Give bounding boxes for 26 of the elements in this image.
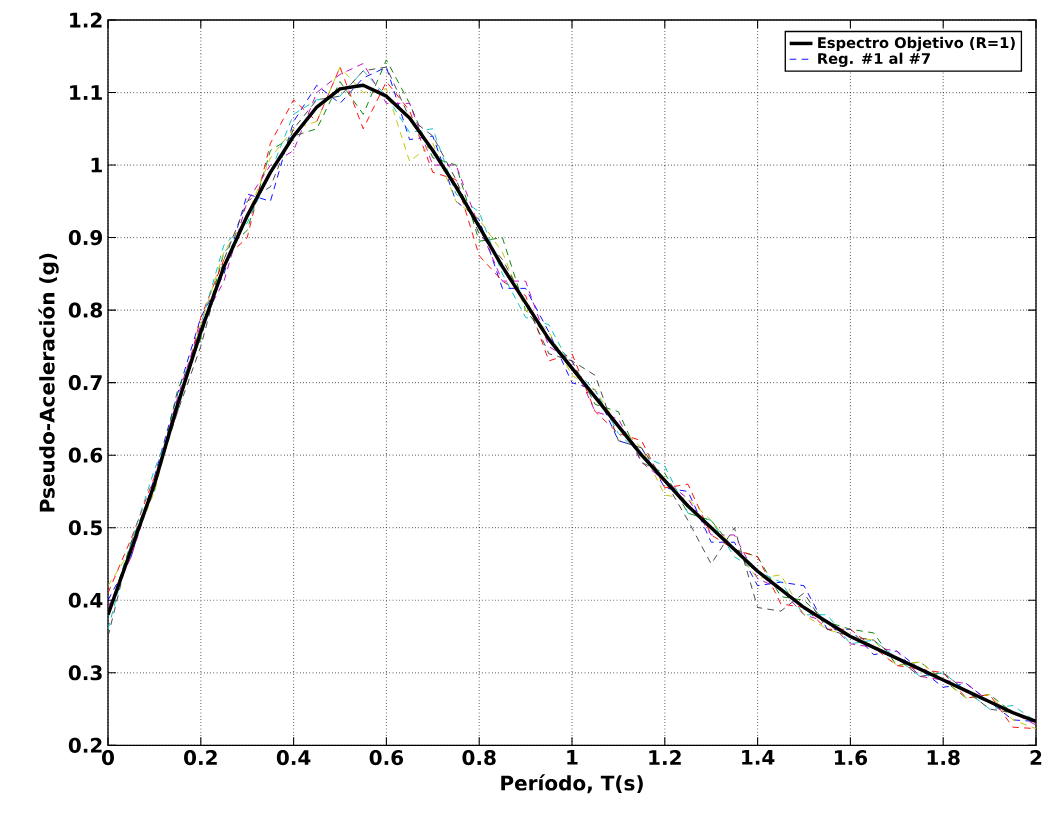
y-tick-label: 0.8 bbox=[68, 302, 103, 318]
x-tick-label: 0.2 bbox=[184, 750, 217, 766]
y-tick-label: 0.2 bbox=[68, 737, 102, 753]
x-tick-label: 1.2 bbox=[649, 750, 681, 765]
x-tick-label: 1.4 bbox=[742, 750, 775, 765]
x-tick-label: 0.6 bbox=[369, 750, 404, 766]
y-tick-label: 0.3 bbox=[68, 665, 102, 681]
y-tick-label: 0.9 bbox=[68, 230, 103, 246]
x-tick-label: 0 bbox=[102, 750, 114, 766]
x-tick-label: 0.8 bbox=[462, 750, 496, 766]
y-tick-label: 0.4 bbox=[68, 592, 103, 608]
x-tick-label: 0.4 bbox=[276, 750, 311, 766]
legend-label: Espectro Objetivo (R=1) bbox=[818, 36, 1015, 52]
y-tick-label: 1.2 bbox=[70, 12, 102, 28]
x-tick-label: 1.6 bbox=[834, 750, 868, 766]
y-tick-label: 0.6 bbox=[68, 447, 103, 463]
x-tick-label: 1 bbox=[567, 750, 578, 765]
y-tick-label: 0.5 bbox=[68, 520, 102, 536]
legend-label: Reg. #1 al #7 bbox=[818, 52, 930, 67]
y-axis-title: Pseudo-Aceleración (g) bbox=[38, 253, 59, 512]
x-tick-label: 2 bbox=[1030, 750, 1042, 765]
x-tick-label: 1.8 bbox=[927, 750, 960, 766]
y-tick-label: 1 bbox=[91, 157, 102, 173]
y-tick-label: 0.7 bbox=[68, 375, 102, 391]
x-axis-title: Período, T(s) bbox=[501, 774, 643, 794]
y-tick-label: 1.1 bbox=[70, 85, 102, 100]
